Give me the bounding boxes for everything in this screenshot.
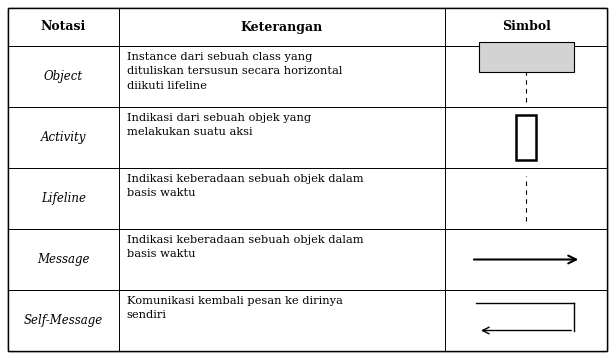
Bar [8,168,607,229]
Bar [516,115,536,160]
Text: Indikasi keberadaan sebuah objek dalam
basis waktu: Indikasi keberadaan sebuah objek dalam b… [127,235,363,260]
Bar [8,290,607,351]
Text: Simbol: Simbol [502,20,550,33]
Bar [478,42,574,71]
Bar [8,229,607,290]
Text: Keterangan: Keterangan [241,20,323,33]
Text: Message: Message [37,253,90,266]
Text: Object: Object [44,70,83,83]
Text: Activity: Activity [41,131,86,144]
Text: Komunikasi kembali pesan ke dirinya
sendiri: Komunikasi kembali pesan ke dirinya send… [127,296,343,320]
Text: Indikasi dari sebuah objek yang
melakukan suatu aksi: Indikasi dari sebuah objek yang melakuka… [127,113,311,137]
Bar [8,8,607,46]
Bar [8,107,607,168]
Text: Self-Message: Self-Message [24,314,103,327]
Text: Indikasi keberadaan sebuah objek dalam
basis waktu: Indikasi keberadaan sebuah objek dalam b… [127,174,363,199]
Text: Notasi: Notasi [41,20,86,33]
Text: Instance dari sebuah class yang
dituliskan tersusun secara horizontal
diikuti li: Instance dari sebuah class yang ditulisk… [127,52,342,91]
Bar [8,46,607,107]
Text: Lifeline: Lifeline [41,192,86,205]
